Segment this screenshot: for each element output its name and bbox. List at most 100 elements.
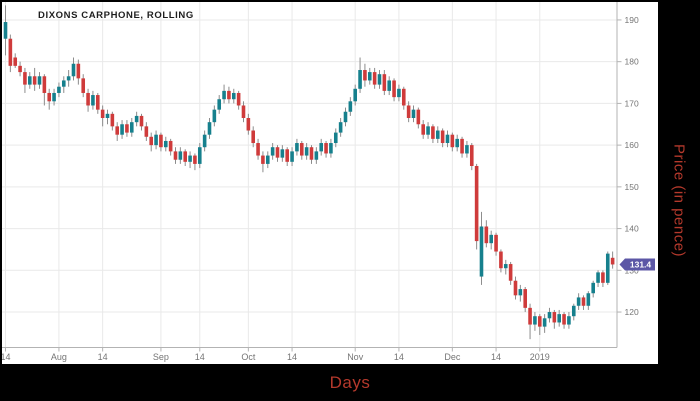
candle	[47, 88, 52, 110]
x-tick-label: 14	[394, 352, 404, 362]
candle	[465, 140, 469, 158]
candle	[8, 34, 13, 73]
candle	[66, 70, 71, 87]
candle	[222, 84, 226, 104]
candle	[168, 138, 173, 156]
candle	[23, 67, 27, 93]
x-axis-title-band: Days	[0, 364, 700, 401]
candle	[513, 276, 518, 300]
candle	[37, 72, 42, 89]
candle	[533, 312, 537, 331]
candle	[343, 107, 348, 127]
candle	[499, 249, 503, 273]
candle	[479, 211, 484, 285]
candle	[523, 286, 527, 313]
candle	[251, 126, 256, 148]
candle	[304, 143, 309, 160]
x-axis-ticks: 14 Aug 14 Sep 14 Oct 14 Nov 14 Dec 14 2019	[2, 347, 550, 362]
candle	[217, 95, 222, 114]
candle	[503, 259, 508, 275]
candle	[52, 88, 56, 106]
candle	[431, 124, 435, 144]
candle	[401, 86, 406, 110]
candle	[275, 145, 280, 162]
candle	[586, 291, 591, 310]
candle	[91, 90, 95, 110]
candle	[494, 232, 498, 256]
axis-lines	[2, 2, 618, 348]
candle	[426, 122, 430, 139]
candle	[333, 128, 338, 148]
candle	[484, 220, 489, 248]
candle	[144, 122, 149, 141]
candle	[193, 153, 197, 171]
candle	[610, 251, 615, 269]
candle	[86, 88, 90, 112]
candle	[382, 70, 387, 96]
candle	[270, 143, 275, 160]
candle	[319, 138, 324, 156]
x-tick-label: Oct	[241, 352, 256, 362]
candle	[202, 130, 207, 152]
candle	[207, 118, 212, 139]
y-axis-title: Price (in pence)	[670, 143, 688, 258]
candle	[440, 128, 445, 148]
candle	[518, 284, 523, 302]
y-tick-label: 120	[625, 307, 639, 317]
candle	[542, 314, 547, 333]
candle	[42, 74, 47, 106]
candle	[134, 111, 139, 127]
x-tick-label: Nov	[347, 352, 364, 362]
candle	[314, 147, 319, 164]
candle	[435, 126, 440, 144]
candle	[537, 314, 542, 335]
candle	[261, 151, 265, 173]
candle	[241, 101, 246, 123]
candle	[372, 67, 377, 89]
candle	[110, 111, 115, 131]
candle	[246, 113, 251, 135]
candle	[188, 151, 192, 169]
candle	[57, 82, 61, 98]
candle	[256, 138, 260, 160]
candle	[149, 132, 154, 152]
y-tick-label: 140	[625, 224, 639, 234]
x-tick-label: 2019	[530, 352, 550, 362]
candle	[125, 120, 129, 137]
x-tick-label: 14	[491, 352, 501, 362]
candle	[469, 143, 474, 171]
candle	[120, 120, 124, 139]
candle	[139, 113, 144, 131]
candle	[81, 74, 86, 98]
candle	[547, 307, 552, 323]
candle	[159, 132, 163, 152]
candle	[358, 57, 362, 93]
candle	[212, 105, 217, 127]
candle	[571, 303, 576, 321]
candle	[596, 270, 600, 287]
candle	[455, 134, 460, 152]
candle	[421, 120, 426, 139]
candle	[557, 309, 561, 327]
candle	[299, 140, 304, 160]
x-tick-label: 14	[2, 352, 11, 362]
x-tick-label: Aug	[51, 352, 67, 362]
y-axis-title-band: Price (in pence)	[658, 0, 700, 401]
candle	[285, 147, 290, 166]
y-tick-label: 160	[625, 140, 639, 150]
candle	[591, 280, 595, 298]
candle	[338, 118, 343, 137]
candle	[95, 92, 100, 114]
candle	[528, 303, 532, 340]
candle	[567, 312, 571, 329]
candle	[76, 59, 81, 85]
chart-title: DIXONS CARPHONE, ROLLING	[38, 10, 194, 21]
candle	[377, 70, 382, 89]
candle	[508, 261, 513, 285]
candle	[280, 145, 285, 162]
candlestick-chart[interactable]: 12013014015016017018019014Aug14Sep14Oct1…	[2, 2, 658, 364]
candle	[231, 88, 236, 104]
candle	[100, 105, 105, 127]
x-tick-label: 14	[98, 352, 108, 362]
candle	[197, 143, 202, 169]
